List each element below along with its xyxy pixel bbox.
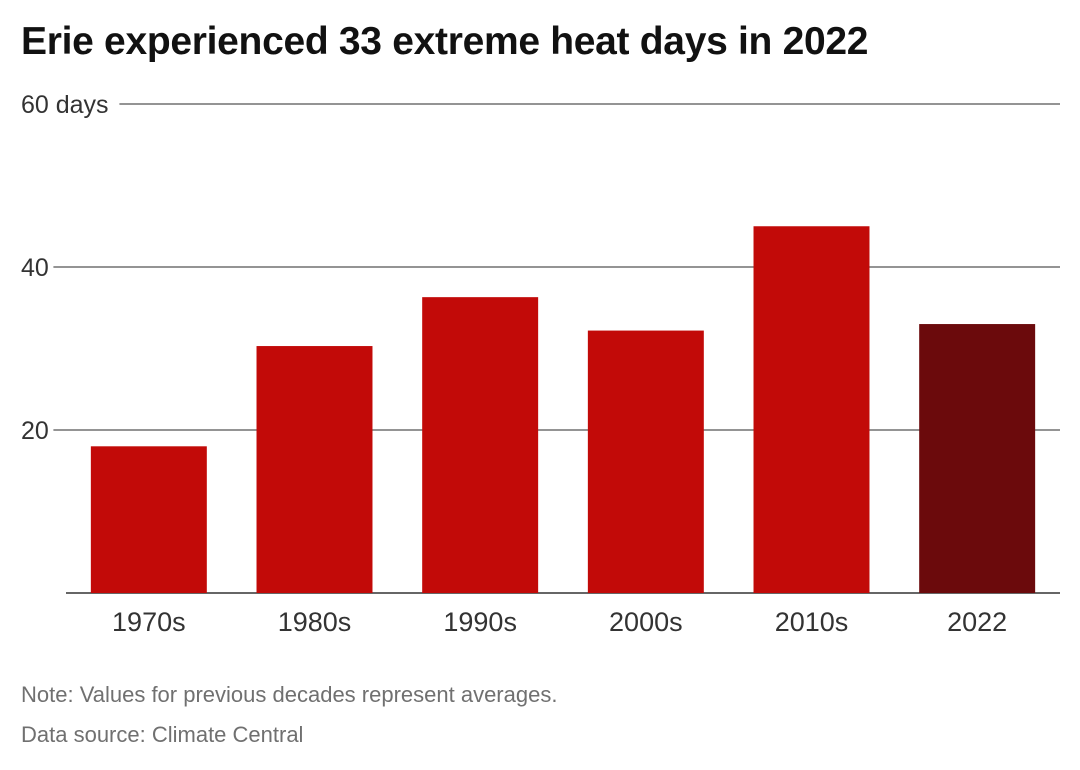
data-source: Data source: Climate Central: [21, 722, 304, 747]
y-tick-label: 20: [21, 417, 49, 445]
x-tick-label: 1970s: [112, 607, 186, 637]
x-tick-label: 2010s: [775, 607, 849, 637]
bar-2000s: [587, 330, 704, 593]
bars: [90, 226, 1036, 593]
x-tick-label: 1980s: [278, 607, 352, 637]
x-axis-labels: 1970s 1980s 1990s 2000s 2010s 2022: [112, 607, 1007, 637]
chart-note: Note: Values for previous decades repres…: [21, 682, 558, 707]
bar-1990s: [422, 297, 539, 593]
chart-title: Erie experienced 33 extreme heat days in…: [21, 20, 869, 63]
y-tick-label: 60 days: [21, 91, 109, 119]
x-tick-label: 2022: [947, 607, 1007, 637]
x-tick-label: 2000s: [609, 607, 683, 637]
x-tick-label: 1990s: [443, 607, 517, 637]
gridlines: 60 days 40 20: [21, 91, 1060, 594]
bar-1980s: [256, 346, 373, 593]
y-tick-label: 40: [21, 254, 49, 282]
bar-2010s: [753, 226, 870, 593]
bar-2022: [919, 324, 1036, 593]
bar-1970s: [90, 446, 207, 593]
